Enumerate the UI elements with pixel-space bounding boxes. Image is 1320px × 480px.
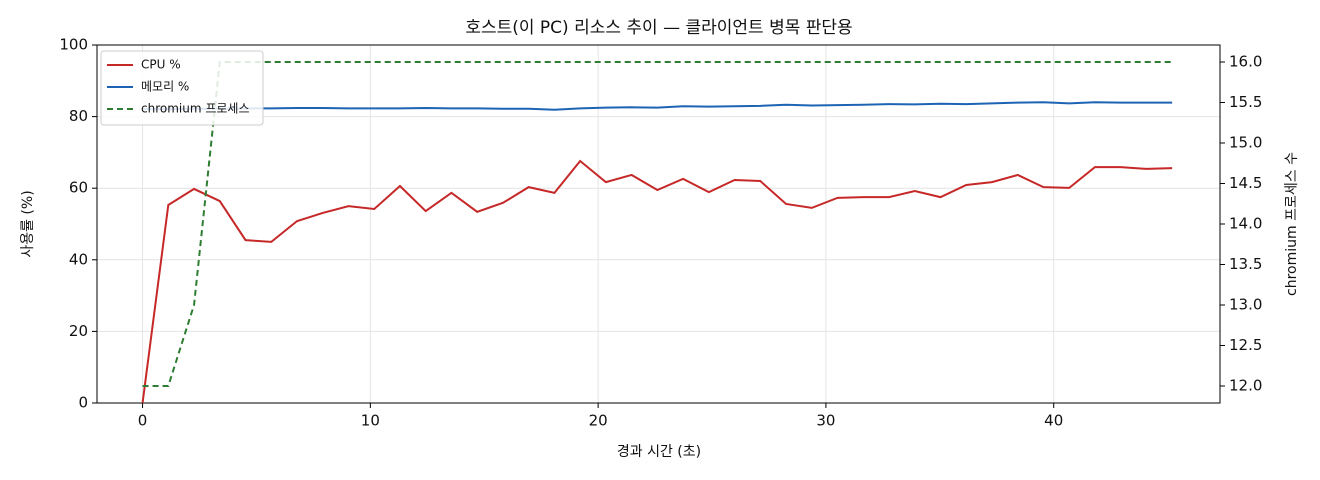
series-line [142,61,1173,387]
y2-tick-label: 15.5 [1229,93,1262,111]
x-tick-label: 40 [1044,412,1063,430]
y2-tick-label: 14.5 [1229,174,1262,192]
y2-tick-label: 15.0 [1229,134,1262,152]
legend-label: chromium 프로세스 [141,102,250,116]
y2-tick-label: 14.0 [1229,215,1262,233]
x-tick-label: 20 [589,412,608,430]
x-axis-label: 경과 시간 (초) [617,444,701,460]
y2-axis-label: chromium 프로세스 수 [1284,152,1300,296]
series-line [141,159,1173,404]
plot-frame [96,44,1221,404]
y2-tick-label: 12.0 [1229,376,1262,394]
y2-tick-label: 16.0 [1229,53,1262,71]
series-line [142,101,1173,111]
y-axis-label: 사용률 (%) [20,190,36,257]
y-tick-label: 60 [69,179,88,197]
y-tick-label: 40 [69,250,88,268]
y-tick-label: 20 [69,322,88,340]
y2-tick-label: 13.0 [1229,295,1262,313]
legend: CPU % 메모리 % chromium 프로세스 [100,50,264,126]
chart-title: 호스트(이 PC) 리소스 추이 — 클라이언트 병목 판단용 [465,18,852,38]
y-tick-label: 100 [59,36,88,54]
y-tick-label: 0 [78,394,88,412]
y2-tick-label: 12.5 [1229,336,1262,354]
legend-label: 메모리 % [141,80,189,94]
x-tick-label: 30 [816,412,835,430]
y-tick-label: 80 [69,107,88,125]
x-tick-label: 0 [138,412,148,430]
x-tick-label: 10 [361,412,380,430]
legend-label: CPU % [141,58,181,72]
y2-tick-label: 13.5 [1229,255,1262,273]
legend-box [100,50,264,126]
